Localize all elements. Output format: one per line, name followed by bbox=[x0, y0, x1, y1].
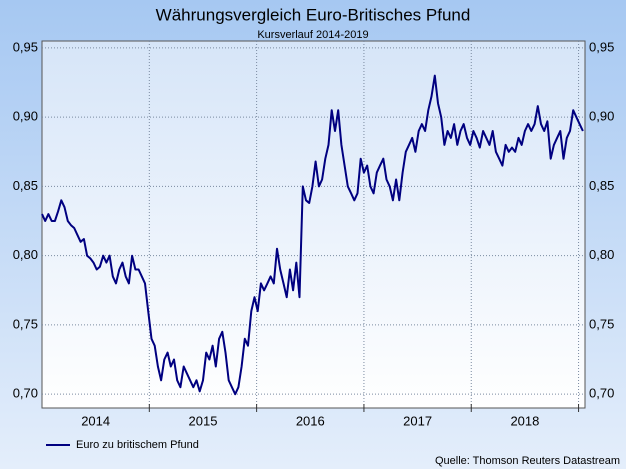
y-tick-label: 0,85 bbox=[13, 178, 38, 193]
x-tick-label: 2018 bbox=[510, 413, 539, 428]
y-tick-label: 0,70 bbox=[13, 386, 38, 401]
y-tick-label: 0,75 bbox=[13, 316, 38, 331]
y2-tick-label: 0,95 bbox=[589, 39, 614, 54]
plot-area bbox=[41, 40, 586, 409]
y2-tick-label: 0,80 bbox=[589, 247, 614, 262]
x-tick-label: 2017 bbox=[403, 413, 432, 428]
chart-title: Währungsvergleich Euro-Britisches Pfund bbox=[156, 5, 471, 24]
chart-subtitle: Kursverlauf 2014-2019 bbox=[257, 29, 368, 41]
x-tick-label: 2016 bbox=[296, 413, 325, 428]
y-tick-label: 0,95 bbox=[13, 39, 38, 54]
line-series bbox=[41, 74, 584, 396]
x-tick-label: 2014 bbox=[81, 413, 110, 428]
y-tick-label: 0,80 bbox=[13, 247, 38, 262]
y2-tick-label: 0,90 bbox=[589, 109, 614, 124]
source: Quelle: Thomson Reuters Datastream bbox=[435, 455, 620, 467]
y-tick-label: 0,90 bbox=[13, 109, 38, 124]
y2-tick-label: 0,70 bbox=[589, 386, 614, 401]
y2-tick-label: 0,85 bbox=[589, 178, 614, 193]
legend-label: Euro zu britischem Pfund bbox=[76, 439, 199, 451]
x-tick-label: 2015 bbox=[189, 413, 218, 428]
y2-tick-label: 0,75 bbox=[589, 316, 614, 331]
